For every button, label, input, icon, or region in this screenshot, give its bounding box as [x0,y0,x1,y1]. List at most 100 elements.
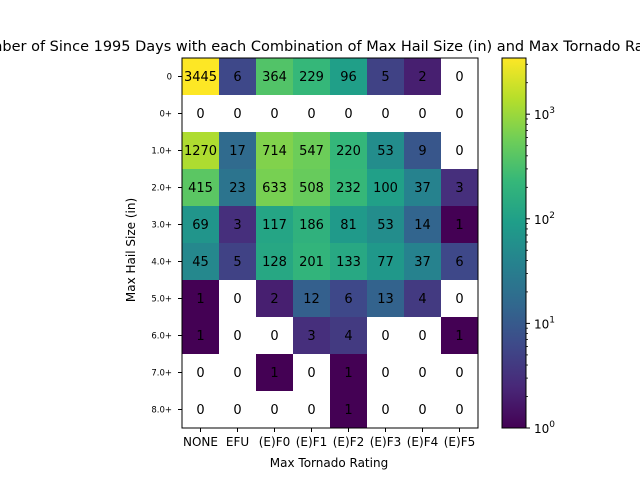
cell-value-label: 37 [414,255,431,270]
heatmap-cell [182,317,220,355]
colorbar-tick-label: 103 [534,106,555,122]
chart-title: Number of Since 1995 Days with each Comb… [0,39,640,55]
heatmap-cell [293,58,331,96]
heatmap-cell [330,132,368,170]
heatmap-cell [367,206,405,244]
heatmap-cell [441,243,479,281]
cell-value-label: 4 [418,292,426,307]
cell-value-label: 37 [414,181,431,196]
heatmap-cell [256,354,294,392]
heatmap-cell [219,391,257,429]
cell-value-label: 1 [196,292,204,307]
heatmap-cell [219,58,257,96]
heatmap-cell [219,354,257,392]
cell-value-label: 77 [377,255,394,270]
cell-value-label: 96 [340,70,357,85]
heatmap-cell [404,95,442,133]
colorbar-frame [501,57,527,429]
cell-value-label: 12 [303,292,320,307]
cell-value-label: 0 [233,329,241,344]
cell-value-label: 0 [455,70,463,85]
cell-value-label: 9 [418,144,426,159]
heatmap-cell [219,95,257,133]
cell-value-label: 1 [455,329,463,344]
colorbar: 100 101 102 103 [501,57,555,436]
heatmap-cell [293,354,331,392]
heatmap-cell [404,391,442,429]
heatmap-cell [219,206,257,244]
cell-value-label: 714 [262,144,287,159]
heatmap-cell [404,317,442,355]
cell-value-label: 232 [336,181,361,196]
y-tick-label: 1.0+ [151,147,172,157]
heatmap-cell [182,354,220,392]
cell-value-label: 128 [262,255,287,270]
heatmap-cell [441,354,479,392]
heatmap-cell [182,391,220,429]
cell-value-label: 0 [418,329,426,344]
heatmap-cell [441,169,479,207]
cell-value-label: 6 [455,255,463,270]
colorbar-tick-label: 102 [534,211,555,227]
heatmap-cell [293,206,331,244]
cell-value-label: 0 [344,107,352,122]
heatmap-cell [330,280,368,318]
heatmap-cell [182,169,220,207]
heatmap-cell [441,95,479,133]
cell-value-label: 117 [262,218,287,233]
heatmap-cell [256,391,294,429]
cell-value-label: 6 [233,70,241,85]
heatmap-cell [219,169,257,207]
cell-value-label: 23 [229,181,246,196]
cell-value-label: 0 [196,366,204,381]
y-axis: 0 0+ 1.0+ 2.0+ 3.0+ 4.0+ 5.0+ 6.0+ 7.0+ 8.0+ [151,73,182,416]
cell-value-label: 0 [455,292,463,307]
heatmap-cell [330,58,368,96]
cell-value-label: 220 [336,144,361,159]
cell-value-label: 0 [233,366,241,381]
cell-value-label: 3 [307,329,315,344]
cell-value-label: 0 [381,366,389,381]
cell-value-label: 14 [414,218,431,233]
cell-value-label: 0 [270,403,278,418]
cell-value-label: 53 [377,218,394,233]
cell-value-label: 0 [196,403,204,418]
y-tick-label: 7.0+ [151,369,172,379]
y-tick-label: 0 [167,73,172,83]
heatmap-cell [404,58,442,96]
cell-value-label: 0 [418,366,426,381]
cell-value-label: 0 [233,403,241,418]
x-tick-label: (E)F1 [296,435,327,449]
heatmap-cell [293,391,331,429]
cell-value-label: 69 [192,218,209,233]
cell-value-label: 0 [196,107,204,122]
cell-value-label: 53 [377,144,394,159]
cell-value-label: 0 [381,403,389,418]
heatmap-cell [330,95,368,133]
cell-value-label: 1 [196,329,204,344]
heatmap-cell [182,95,220,133]
y-tick-label: 8.0+ [151,406,172,416]
cell-value-label: 201 [299,255,324,270]
heatmap-cell [441,132,479,170]
cell-value-label: 0 [307,366,315,381]
cell-value-label: 0 [307,403,315,418]
cell-value-label: 4 [344,329,352,344]
heatmap-cell [330,354,368,392]
cell-value-label: 0 [455,366,463,381]
heatmap-cell [404,280,442,318]
heatmap-cell [441,280,479,318]
cell-value-label: 0 [307,107,315,122]
cell-value-label: 6 [344,292,352,307]
heatmap-cell [182,58,220,96]
cell-value-label: 3 [455,181,463,196]
heatmap-cell [367,169,405,207]
heatmap-cell [182,206,220,244]
x-tick-label: NONE [183,435,218,449]
heatmap-cell [182,132,220,170]
cell-value-label: 1 [455,218,463,233]
heatmap-cell [367,243,405,281]
heatmap-cell [256,280,294,318]
heatmap-cell [441,58,479,96]
